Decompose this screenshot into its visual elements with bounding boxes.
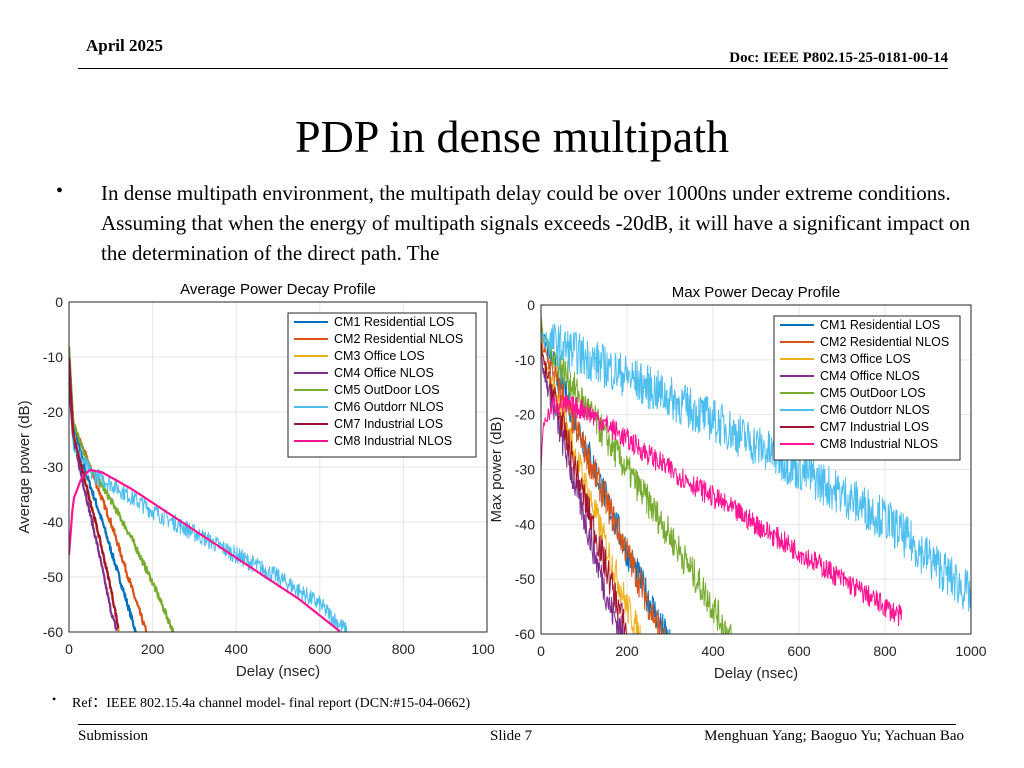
legend-label: CM7 Industrial LOS [820,420,929,434]
y-tick-label: -40 [43,514,63,530]
y-tick-label: -20 [43,404,63,420]
y-axis-label: Max power (dB) [488,417,505,523]
reference-text: Ref：IEEE 802.15.4a channel model- final … [72,696,471,711]
y-tick-label: -30 [43,459,63,475]
slide-title: PDP in dense multipath [294,111,729,162]
legend-label: CM5 OutDoor LOS [820,386,926,400]
bullet-text: In dense multipath environment, the mult… [101,181,971,265]
legend-label: CM1 Residential LOS [334,315,454,329]
header-date: April 2025 [86,36,163,55]
x-tick-label: 600 [787,643,811,659]
legend-label: CM4 Office NLOS [334,366,434,380]
legend-label: CM6 Outdorr NLOS [334,400,444,414]
footer-slide-number: Slide 7 [490,728,533,744]
average-power-decay-chart: 0 200 400 600 800 1000 0 -10 -20 -30 -40 -50 -60 Aver… [16,281,494,680]
footer-submission: Submission [78,728,149,744]
legend-label: CM6 Outdorr NLOS [820,403,930,417]
legend-label: CM8 Industrial NLOS [334,434,452,448]
y-tick-label: -20 [515,407,535,423]
plot-frame [540,304,972,635]
chart-title: Average Power Decay Profile [180,281,376,298]
series-group [69,346,348,632]
y-tick-label: -10 [515,352,535,368]
y-tick-label: -50 [515,571,535,587]
x-tick-label: 400 [701,643,725,659]
header-divider [78,68,948,69]
x-axis-label: Delay (nsec) [236,663,320,680]
y-tick-label: 0 [527,297,535,313]
bullet-marker: • [56,180,64,202]
y-tick-label: -40 [515,516,535,532]
series-line [541,315,735,634]
x-tick-label: 800 [873,643,897,659]
y-axis-label: Average power (dB) [16,400,33,533]
x-tick-label: 200 [615,643,639,659]
legend-label: CM2 Residential NLOS [334,332,463,346]
x-tick-label: 600 [308,641,332,657]
legend-label: CM3 Office LOS [334,349,425,363]
footer-divider [78,724,956,725]
legend-box [287,312,477,458]
x-tick-label: 0 [537,643,545,659]
series-line [541,343,627,634]
x-tick-label: 400 [225,641,249,657]
y-tick-label: 0 [55,294,63,310]
legend-label: CM2 Residential NLOS [820,335,949,349]
series-line [69,357,120,629]
y-tick-label: -30 [515,462,535,478]
x-tick-label: 800 [392,641,416,657]
max-power-decay-chart: 0 200 400 600 800 1000 0 -10 -20 -30 -40 -50 -60 Max … [488,284,987,682]
x-tick-label: 1000 [471,641,494,657]
y-tick-label: -60 [515,626,535,642]
series-line [541,322,671,634]
legend: CM1 Residential LOS CM2 Residential NLOS C… [773,315,961,461]
x-tick-label: 0 [65,641,73,657]
y-tick-label: -60 [43,624,63,640]
series-line [541,323,971,612]
series-line [69,379,118,632]
series-group [541,315,971,634]
series-line [541,322,665,634]
chart-title: Max Power Decay Profile [672,284,840,301]
legend-box [773,315,961,461]
legend-label: CM1 Residential LOS [820,318,940,332]
x-tick-label: 200 [141,641,165,657]
series-line [541,394,903,627]
series-line [69,349,348,632]
y-tick-label: -10 [43,349,63,365]
series-line [541,330,643,634]
legend: CM1 Residential LOS CM2 Residential NLOS C… [287,312,477,458]
reference-bullet: • [52,692,57,706]
legend-label: CM5 OutDoor LOS [334,383,440,397]
legend-label: CM3 Office LOS [820,352,911,366]
legend-label: CM8 Industrial NLOS [820,437,938,451]
legend-label: CM4 Office NLOS [820,369,920,383]
x-axis-label: Delay (nsec) [714,665,798,682]
plot-frame [68,301,488,633]
header-doc-id: Doc: IEEE P802.15-25-0181-00-14 [729,50,948,66]
series-line [69,468,341,632]
legend-label: CM7 Industrial LOS [334,417,443,431]
x-tick-label: 1000 [955,643,986,659]
y-tick-label: -50 [43,569,63,585]
footer-authors: Menghuan Yang; Baoguo Yu; Yachuan Bao [704,728,964,744]
